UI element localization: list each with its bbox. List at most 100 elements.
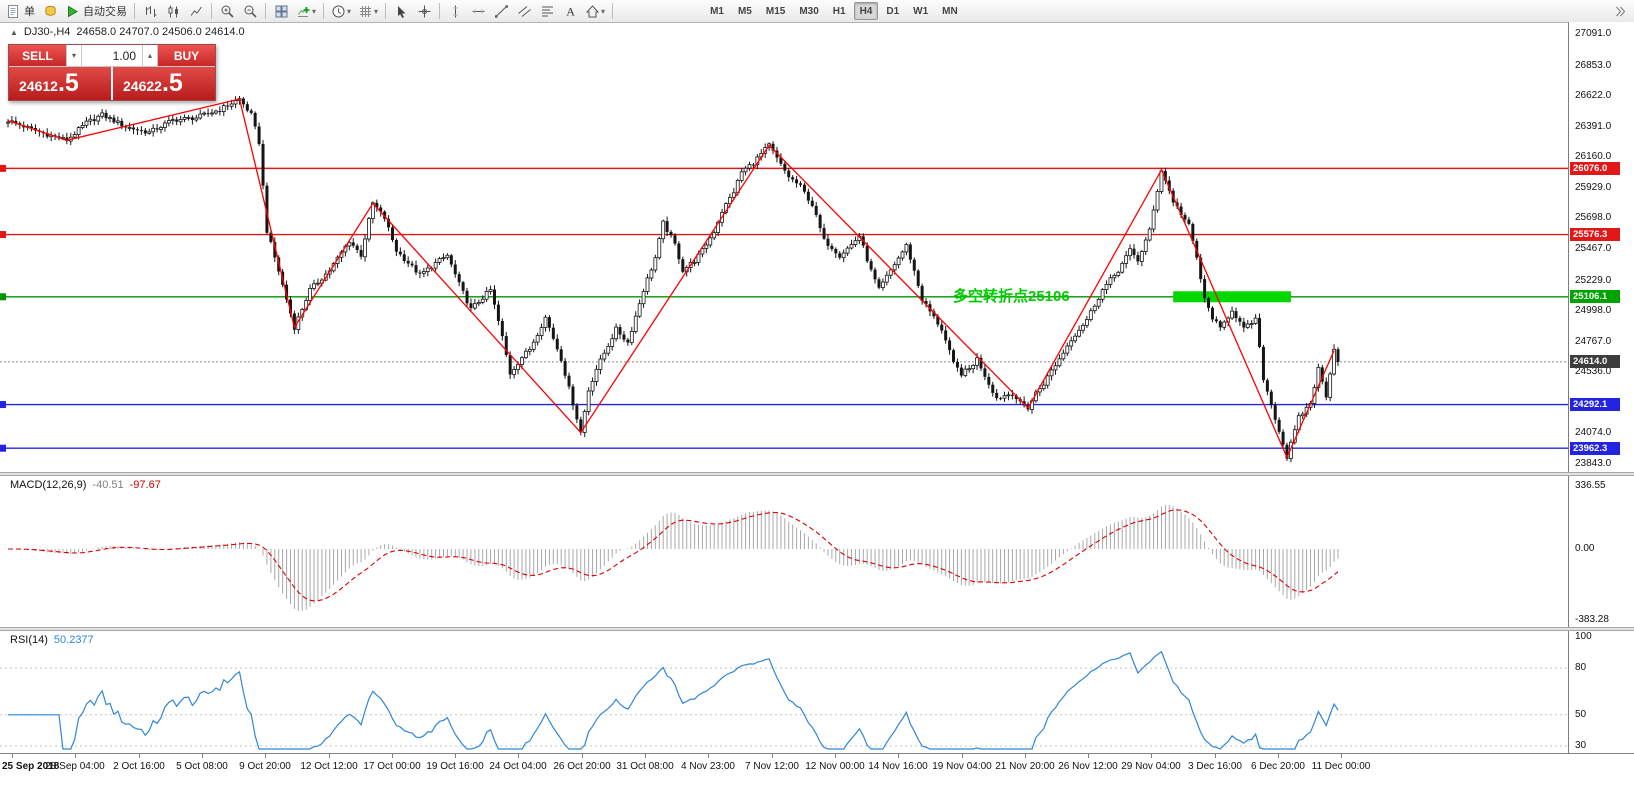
rsi-tick-label: 80	[1575, 662, 1587, 673]
zoom-in-icon[interactable]	[216, 1, 238, 21]
toolbar-separator	[211, 3, 212, 19]
time-tick	[1341, 754, 1342, 758]
time-axis[interactable]: 25 Sep 2018 28 Sep 04:00 2 Oct 16:00 5 Oct …	[0, 753, 1634, 780]
time-tick-label: 19 Nov 04:00	[932, 761, 992, 772]
timeframe-h1[interactable]: H1	[832, 5, 846, 17]
macd-name: MACD(12,26,9)	[10, 479, 87, 491]
tile-windows-icon[interactable]	[270, 1, 292, 21]
price-line-tag[interactable]: 26076.0	[1570, 162, 1620, 175]
timeframe-mn[interactable]: MN	[942, 5, 958, 17]
sell-button[interactable]: SELL	[9, 45, 66, 66]
time-tick	[708, 754, 709, 758]
toolbar-separator	[265, 3, 266, 19]
lot-step-down[interactable]: ▾	[66, 45, 82, 66]
time-tick-label: 12 Nov 00:00	[805, 761, 865, 772]
price-line-tag[interactable]: 24292.1	[1570, 398, 1620, 411]
price-tick-label: 27091.0	[1575, 28, 1612, 39]
time-tick	[582, 754, 583, 758]
rsi-axis[interactable]: 100 80 50 30	[1568, 631, 1634, 753]
trendline-icon[interactable]	[490, 1, 512, 21]
horizontal-line-icon[interactable]	[467, 1, 489, 21]
toolbar-separator	[323, 3, 325, 19]
timeframe-h4[interactable]: H4	[853, 2, 879, 20]
time-tick-label: 29 Nov 04:00	[1121, 761, 1181, 772]
time-tick-label: 25 Sep 2018	[2, 761, 60, 772]
rsi-tick-label: 100	[1575, 631, 1592, 642]
toolbar-overflow	[1609, 1, 1631, 21]
timeframe-m30[interactable]: M30	[799, 5, 819, 17]
line-chart-icon[interactable]	[185, 1, 207, 21]
rsi-label: RSI(14) 50.2377	[10, 634, 94, 646]
sell-price-display[interactable]: 24612.5	[9, 67, 111, 100]
timeframe-w1[interactable]: W1	[913, 5, 929, 17]
one-click-toggle-icon[interactable]: ▲	[10, 27, 18, 37]
sell-price-main: 24612	[19, 78, 58, 94]
price-axis[interactable]: 27091.0 26853.0 26622.0 26391.0 26160.0 25929…	[1568, 22, 1634, 472]
time-tick-label: 24 Oct 04:00	[489, 761, 547, 772]
rsi-name: RSI(14)	[10, 634, 48, 646]
crosshair-icon[interactable]	[413, 1, 435, 21]
rsi-canvas[interactable]	[0, 631, 1568, 753]
deposit-icon[interactable]	[39, 1, 61, 21]
time-tick-label: 19 Oct 16:00	[426, 761, 484, 772]
lot-step-up[interactable]: ▴	[142, 45, 158, 66]
price-tick-label: 23843.0	[1575, 458, 1612, 469]
toolbar-separator	[439, 3, 441, 19]
price-line-tag[interactable]: 23962.3	[1570, 442, 1620, 455]
time-tick	[962, 754, 963, 758]
cursor-icon[interactable]	[390, 1, 412, 21]
macd-axis[interactable]: 336.55 0.00 -383.28	[1568, 476, 1634, 627]
timeframe-m1[interactable]: M1	[710, 5, 724, 17]
candlestick-chart-icon[interactable]	[162, 1, 184, 21]
autotrade-button[interactable]: 自动交易	[62, 1, 130, 21]
templates-icon[interactable]: ▾	[355, 1, 381, 21]
turning-point-annotation: 多空转折点25106	[953, 288, 1070, 305]
periodicity-icon[interactable]: ▾	[328, 1, 354, 21]
text-label-icon[interactable]: A	[559, 1, 581, 21]
time-tick	[1088, 754, 1089, 758]
new-order-button[interactable]: 单	[3, 1, 38, 21]
lot-size-input[interactable]	[82, 45, 142, 66]
toolbar-overflow-icon[interactable]	[1609, 1, 1631, 21]
time-tick	[12, 754, 13, 758]
zoom-out-icon[interactable]	[239, 1, 261, 21]
price-tick-label: 24998.0	[1575, 305, 1612, 316]
time-tick-label: 21 Nov 20:00	[995, 761, 1055, 772]
time-tick-label: 9 Oct 20:00	[239, 761, 291, 772]
price-line-tag[interactable]: 24614.0	[1570, 355, 1620, 368]
timeframe-m15[interactable]: M15	[765, 5, 786, 17]
buy-button[interactable]: BUY	[158, 45, 215, 66]
arrows-icon[interactable]: ▾	[582, 1, 608, 21]
panel-splitter[interactable]	[0, 627, 1634, 631]
one-click-trading-panel: SELL ▾ ▴ BUY 24612.5 24622.5	[8, 44, 216, 101]
top-toolbar: 单自动交易 ▾ ▾ ▾ A ▾ M1 M5 M15 M30 H1 H4 D1 W1 MN	[0, 0, 1634, 23]
toolbar-separator	[385, 3, 387, 19]
time-tick	[265, 754, 266, 758]
time-tick-label: 11 Dec 00:00	[1311, 761, 1371, 772]
price-tick-label: 24767.0	[1575, 336, 1612, 347]
chart-title: ▲ DJ30-,H4 24658.0 24707.0 24506.0 24614…	[10, 26, 245, 38]
panel-splitter[interactable]	[0, 472, 1634, 476]
bar-chart-icon[interactable]	[139, 1, 161, 21]
timeframe-d1[interactable]: D1	[886, 5, 900, 17]
buy-price-display[interactable]: 24622.5	[113, 67, 215, 100]
insert-indicator-icon[interactable]: ▾	[293, 1, 319, 21]
toolbar-separator	[612, 3, 614, 19]
time-tick	[75, 754, 76, 758]
vertical-line-icon[interactable]	[444, 1, 466, 21]
time-tick-label: 2 Oct 16:00	[113, 761, 165, 772]
price-line-tag[interactable]: 25106.1	[1570, 290, 1620, 303]
time-tick-label: 28 Sep 04:00	[45, 761, 105, 772]
rsi-value: 50.2377	[53, 634, 94, 646]
fibonacci-icon[interactable]	[536, 1, 558, 21]
macd-canvas[interactable]	[0, 476, 1568, 627]
equidistant-channel-icon[interactable]	[513, 1, 535, 21]
price-line-tag[interactable]: 25576.3	[1570, 228, 1620, 241]
time-tick	[1215, 754, 1216, 758]
svg-text:A: A	[566, 4, 575, 18]
macd-tick-label: -383.28	[1575, 614, 1609, 625]
main-chart-canvas[interactable]	[0, 22, 1568, 472]
time-tick	[898, 754, 899, 758]
timeframe-m5[interactable]: M5	[737, 5, 752, 17]
price-tick-label: 25698.0	[1575, 212, 1612, 223]
